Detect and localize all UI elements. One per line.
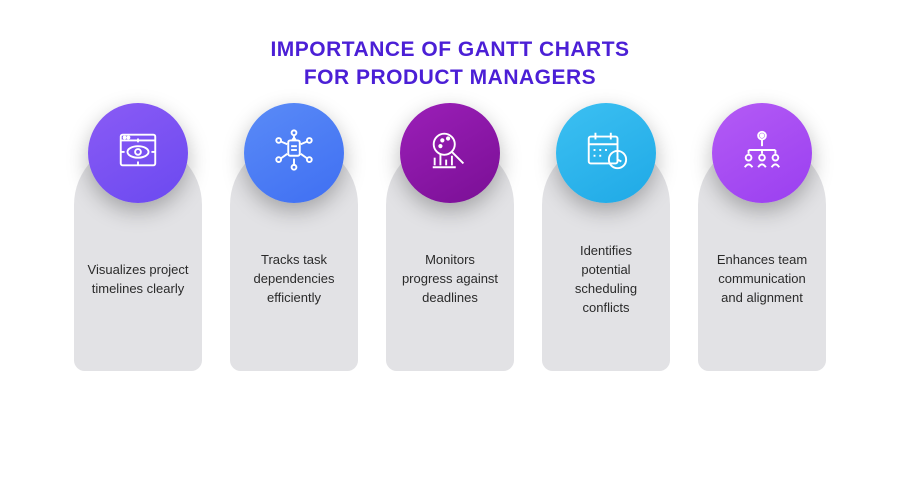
benefit-circle — [244, 103, 344, 203]
benefit-label: Visualizes project timelines clearly — [86, 261, 190, 299]
benefit-label: Monitors progress against deadlines — [398, 251, 502, 308]
progress-lens-icon — [427, 127, 473, 178]
benefit-card: Enhances team communication and alignmen… — [698, 141, 826, 371]
benefit-circle — [712, 103, 812, 203]
page-title: IMPORTANCE OF GANTT CHARTS FOR PRODUCT M… — [270, 36, 629, 93]
benefit-card: Monitors progress against deadlines — [386, 141, 514, 371]
benefit-circle — [400, 103, 500, 203]
benefit-cards-row: Visualizes project timelines clearly — [74, 141, 826, 371]
benefit-card: Visualizes project timelines clearly — [74, 141, 202, 371]
benefit-circle — [556, 103, 656, 203]
title-line-2: FOR PRODUCT MANAGERS — [270, 64, 629, 92]
benefit-card: Identifies potential scheduling conflict… — [542, 141, 670, 371]
benefit-label: Tracks task dependencies efficiently — [242, 251, 346, 308]
team-hierarchy-icon — [739, 127, 785, 178]
benefit-label: Enhances team communication and alignmen… — [710, 251, 814, 308]
dependency-graph-icon — [271, 127, 317, 178]
benefit-label: Identifies potential scheduling conflict… — [554, 242, 658, 317]
benefit-card: Tracks task dependencies efficiently — [230, 141, 358, 371]
title-line-1: IMPORTANCE OF GANTT CHARTS — [270, 36, 629, 64]
timeline-eye-icon — [115, 127, 161, 178]
benefit-circle — [88, 103, 188, 203]
calendar-clock-icon — [583, 127, 629, 178]
